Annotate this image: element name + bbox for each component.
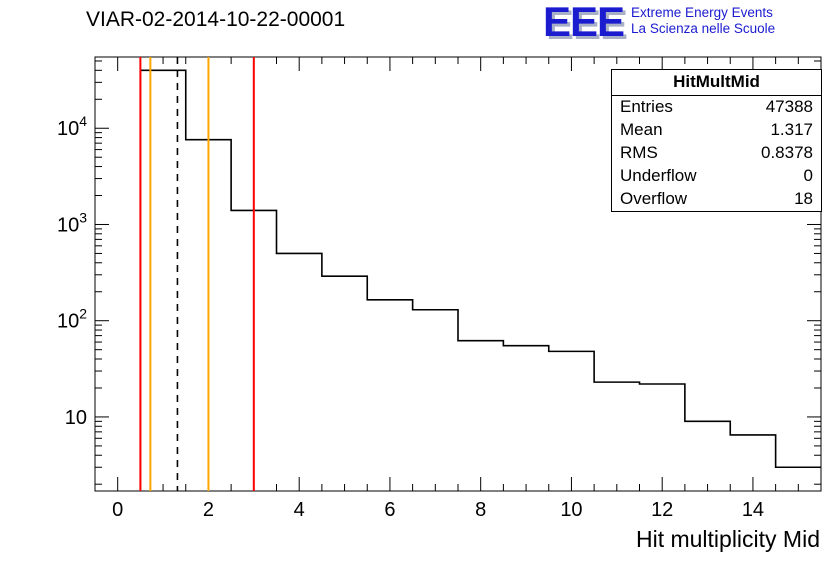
stats-label: Entries xyxy=(620,97,673,116)
stats-label: Overflow xyxy=(620,189,688,208)
x-tick-label: 4 xyxy=(294,499,305,521)
stats-value: 0.8378 xyxy=(761,143,813,162)
stats-row-overflow: Overflow 18 xyxy=(612,188,821,211)
x-tick-label: 6 xyxy=(384,499,395,521)
stats-label: Underflow xyxy=(620,166,697,185)
plot-title: VIAR-02-2014-10-22-00001 xyxy=(86,8,346,31)
x-tick-label: 8 xyxy=(475,499,486,521)
y-tick-label: 10 xyxy=(65,407,87,429)
x-tick-label: 12 xyxy=(651,499,673,521)
logo-tagline-line2: La Scienza nelle Scuole xyxy=(631,21,776,36)
stats-row-rms: RMS 0.8378 xyxy=(612,142,821,165)
stats-value: 18 xyxy=(794,189,813,208)
y-tick-label: 102 xyxy=(57,306,87,333)
y-tick-label: 104 xyxy=(57,113,87,140)
x-tick-label: 2 xyxy=(203,499,214,521)
stats-box-title: HitMultMid xyxy=(612,70,821,96)
stats-value: 47388 xyxy=(765,97,813,116)
stats-row-mean: Mean 1.317 xyxy=(612,119,821,142)
stats-box: HitMultMid Entries 47388 Mean 1.317 RMS … xyxy=(611,69,822,212)
stats-row-underflow: Underflow 0 xyxy=(612,165,821,188)
x-tick-label: 0 xyxy=(112,499,123,521)
eee-logo: EEE Extreme Energy Events La Scienza nel… xyxy=(543,0,775,45)
stats-value: 0 xyxy=(803,166,813,185)
eee-logo-text: EEE xyxy=(543,0,625,45)
x-axis-title: Hit multiplicity Mid xyxy=(635,526,820,552)
x-tick-label: 14 xyxy=(742,499,764,521)
eee-logo-tagline: Extreme Energy Events La Scienza nelle S… xyxy=(631,5,775,37)
x-tick-label: 10 xyxy=(560,499,582,521)
stats-row-entries: Entries 47388 xyxy=(612,96,821,119)
stats-value: 1.317 xyxy=(770,120,813,139)
stats-label: Mean xyxy=(620,120,663,139)
logo-tagline-line1: Extreme Energy Events xyxy=(631,5,773,20)
y-tick-label: 103 xyxy=(57,209,87,236)
histogram-line xyxy=(139,69,821,491)
stats-label: RMS xyxy=(620,143,658,162)
